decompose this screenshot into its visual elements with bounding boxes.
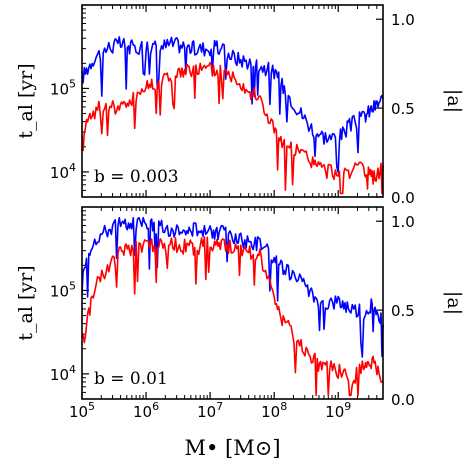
y-axis-label: t_al [yr] (15, 265, 37, 340)
axis-labels: M• [M⊙] (184, 436, 280, 460)
series-line-blue (81, 36, 384, 174)
panel-annotation: b = 0.01 (94, 369, 168, 389)
y-tick-label: 104 (50, 363, 76, 384)
series-line-red (81, 61, 384, 195)
x-tick-label: 109 (325, 400, 351, 421)
x-axis-label: M• [M⊙] (184, 436, 280, 460)
plot-frame (81, 4, 384, 198)
y2-tick-label: 0.0 (391, 391, 415, 409)
y2-tick-label: 1.0 (391, 213, 415, 231)
y-tick-label: 105 (50, 279, 76, 300)
panel-top: 104 105 0.0 0.5 1.0 b = 0.003 t_al [yr] |a| (15, 4, 465, 207)
y-axis-label: t_al [yr] (15, 63, 37, 138)
y2-tick-label: 1.0 (391, 11, 415, 29)
y-tick-label: 104 (50, 161, 76, 182)
y2-tick-label: 0.0 (391, 189, 415, 207)
series-line-blue (81, 216, 384, 358)
x-tick-label: 107 (197, 400, 223, 421)
y-tick-label: 105 (50, 77, 76, 98)
x-tick-label: 105 (69, 400, 95, 421)
y2-axis-label: |a| (443, 89, 465, 113)
panel-bottom: 105 106 107 108 109 104 105 0.0 0.5 1.0 b = 0.01 t_… (15, 206, 465, 421)
panel-annotation: b = 0.003 (94, 167, 179, 187)
x-tick-label: 106 (133, 400, 159, 421)
series-line-red (81, 236, 384, 397)
x-tick-label: 108 (261, 400, 287, 421)
plot-frame (81, 206, 384, 400)
y2-axis-label: |a| (443, 291, 465, 315)
y2-tick-label: 0.5 (391, 302, 415, 320)
y2-tick-label: 0.5 (391, 100, 415, 118)
